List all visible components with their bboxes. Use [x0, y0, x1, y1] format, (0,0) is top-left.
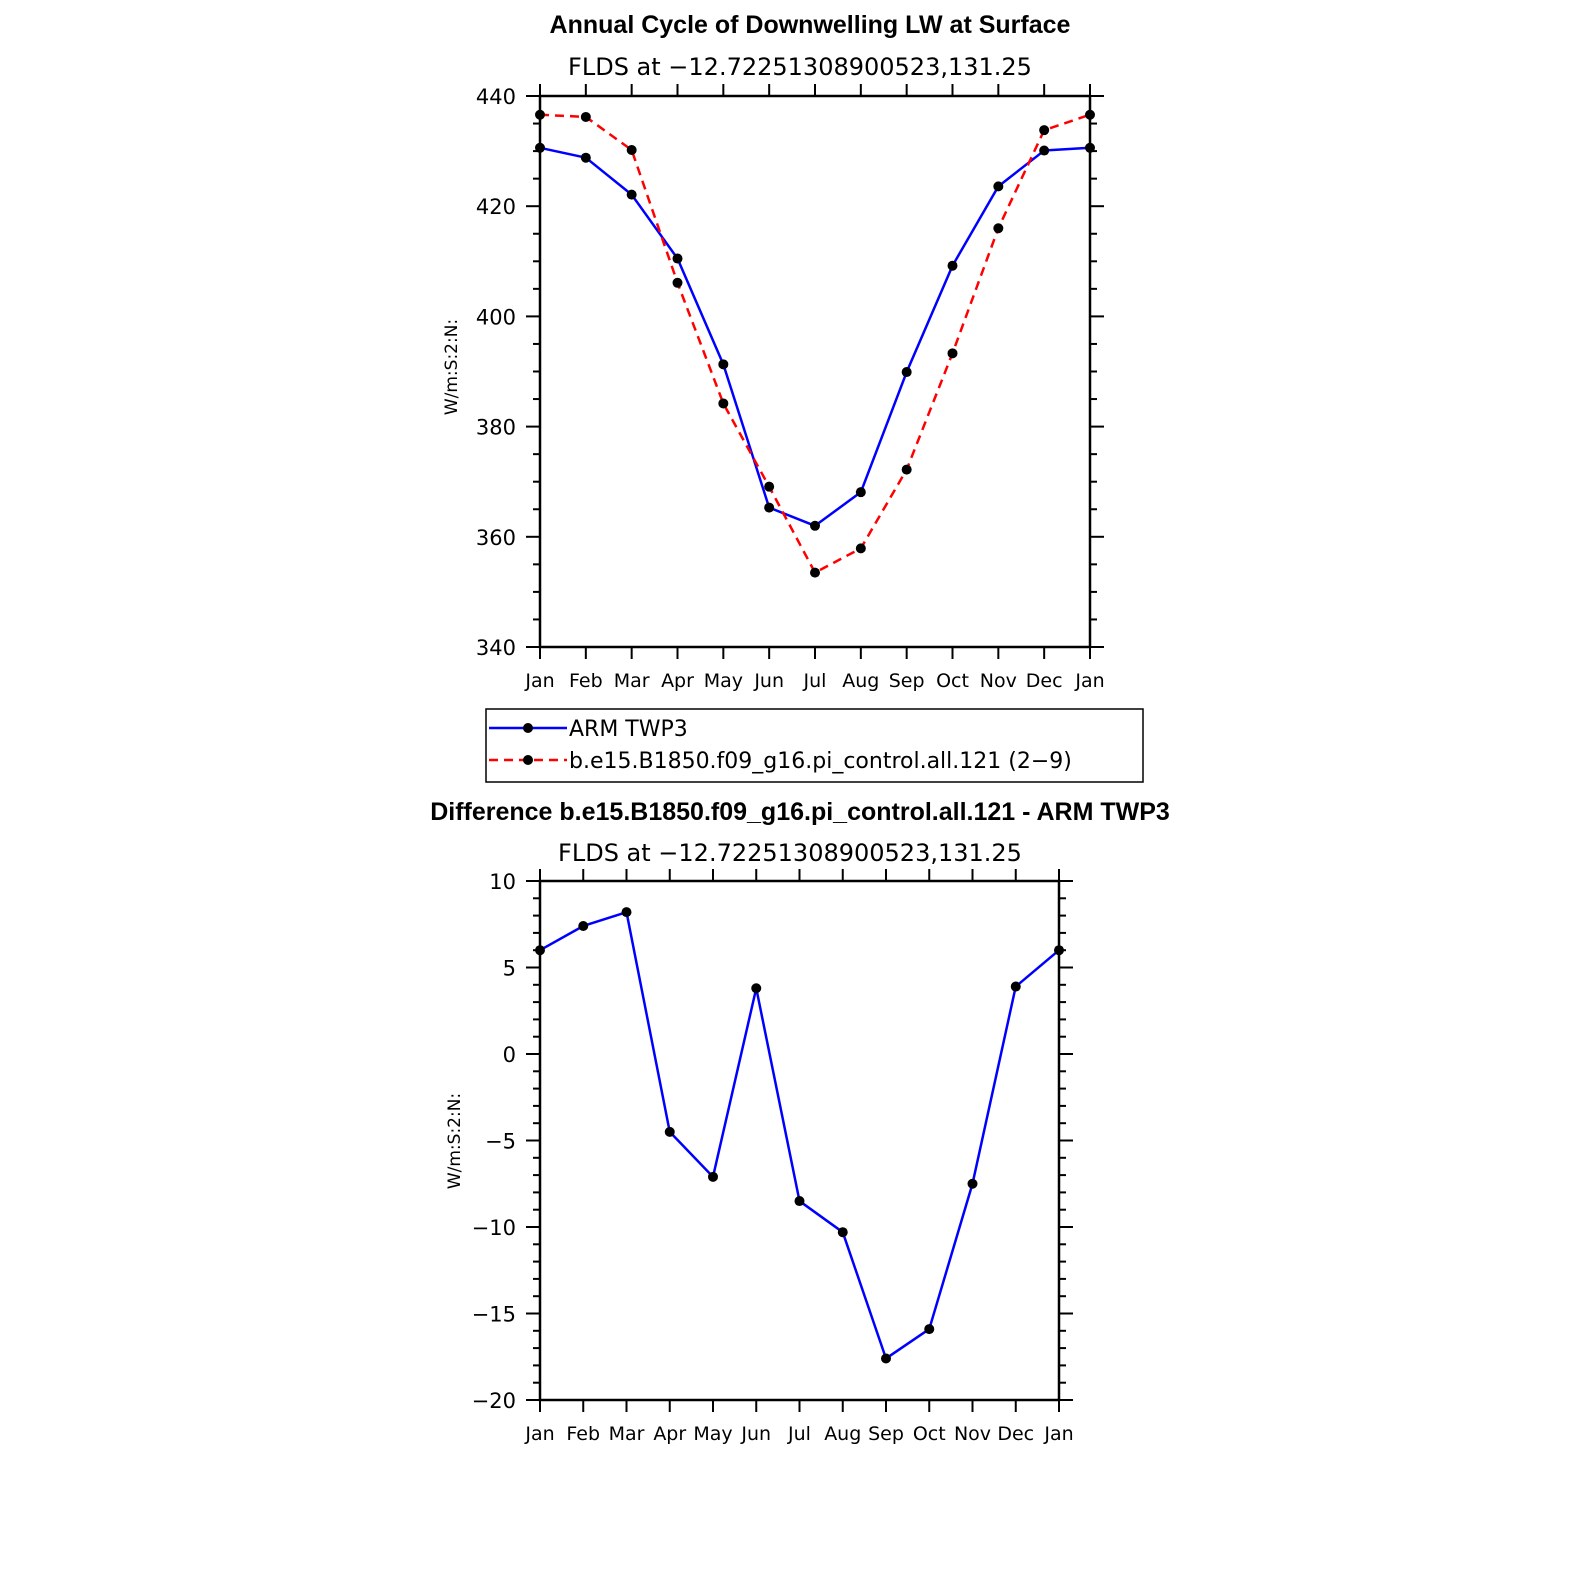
- y-tick-label: −15: [472, 1303, 516, 1327]
- top-chart: Annual Cycle of Downwelling LW at Surfac…: [442, 11, 1144, 783]
- y-tick-label: 340: [476, 636, 516, 660]
- x-tick-label: Aug: [824, 1423, 861, 1445]
- y-tick-label: 10: [489, 870, 516, 894]
- series-0-point: [708, 1171, 718, 1182]
- x-tick-label: May: [693, 1423, 732, 1445]
- x-tick-label: Jul: [803, 670, 827, 692]
- x-tick-label: Jan: [1074, 670, 1104, 692]
- x-tick-label: Oct: [913, 1423, 946, 1445]
- x-tick-label: Jan: [524, 670, 554, 692]
- series-0-point: [1085, 142, 1095, 153]
- y-tick-label: 360: [476, 526, 516, 550]
- series-1-point: [672, 277, 683, 288]
- bottom-chart: Difference b.e15.B1850.f09_g16.pi_contro…: [430, 798, 1170, 1445]
- series-0-point: [993, 181, 1004, 192]
- series-1-point: [1085, 109, 1095, 120]
- y-tick-label: −5: [485, 1130, 516, 1154]
- series-line-0: [539, 146, 1091, 528]
- x-tick-label: Mar: [614, 670, 650, 692]
- x-tick-label: Nov: [980, 670, 1017, 692]
- x-tick-label: Feb: [566, 1423, 600, 1445]
- top-chart-title: Annual Cycle of Downwelling LW at Surfac…: [550, 11, 1071, 39]
- series-0-point: [535, 945, 545, 956]
- bottom-chart-ylabel: W/m:S:2:N:: [445, 1093, 465, 1189]
- series-0-point: [578, 920, 589, 931]
- legend-box: [485, 708, 1144, 783]
- series-0-point: [947, 260, 958, 271]
- series-0-point: [855, 487, 866, 498]
- series-line-1: [539, 113, 1091, 574]
- series-1-point: [947, 348, 958, 359]
- series-0-point: [810, 520, 820, 531]
- series-1-point: [810, 567, 820, 578]
- series-0-point: [664, 1126, 675, 1137]
- series-0-point: [621, 907, 632, 918]
- series-1-point: [535, 109, 545, 120]
- x-tick-label: Jun: [740, 1423, 771, 1445]
- x-tick-label: Mar: [609, 1423, 645, 1445]
- x-tick-label: May: [704, 670, 743, 692]
- y-tick-label: −10: [472, 1216, 516, 1240]
- top-chart-ylabel: W/m:S:2:N:: [442, 319, 462, 415]
- y-tick-label: 5: [503, 957, 516, 981]
- top-chart-subtitle: FLDS at −12.72251308900523,131.25: [568, 53, 1032, 81]
- x-tick-label: Jan: [524, 1423, 554, 1445]
- series-0-point: [901, 367, 912, 378]
- series-0-point: [794, 1196, 805, 1207]
- series-0-point: [626, 189, 637, 200]
- x-tick-label: Apr: [653, 1423, 686, 1445]
- series-1-point: [626, 144, 637, 155]
- x-tick-label: Jun: [753, 670, 784, 692]
- x-tick-label: Jul: [787, 1423, 811, 1445]
- x-tick-label: Sep: [889, 670, 925, 692]
- series-0-point: [718, 359, 729, 370]
- legend-label-model: b.e15.B1850.f09_g16.pi_control.all.121 (…: [569, 749, 1072, 774]
- legend-marker-arm: [523, 723, 533, 733]
- y-tick-label: 0: [503, 1043, 516, 1067]
- series-0-point: [967, 1178, 978, 1189]
- bottom-chart-subtitle: FLDS at −12.72251308900523,131.25: [558, 839, 1022, 867]
- series-0-point: [751, 983, 762, 994]
- y-tick-label: −20: [472, 1389, 516, 1413]
- x-tick-label: Dec: [997, 1423, 1034, 1445]
- y-tick-label: 420: [476, 195, 516, 219]
- x-tick-label: Nov: [954, 1423, 991, 1445]
- series-0-point: [837, 1227, 848, 1238]
- bottom-chart-title: Difference b.e15.B1850.f09_g16.pi_contro…: [430, 798, 1170, 826]
- legend-marker-model: [523, 755, 533, 765]
- series-1-point: [718, 398, 729, 409]
- series-1-point: [901, 464, 912, 475]
- top-chart-legend: ARM TWP3 b.e15.B1850.f09_g16.pi_control.…: [485, 708, 1144, 783]
- x-tick-label: Dec: [1026, 670, 1063, 692]
- series-0-point: [1054, 945, 1064, 956]
- series-1-point: [580, 111, 591, 122]
- series-0-point: [1010, 981, 1021, 992]
- x-tick-label: Jan: [1043, 1423, 1073, 1445]
- x-tick-label: Aug: [842, 670, 879, 692]
- series-0-point: [580, 152, 591, 163]
- series-0-point: [924, 1324, 935, 1335]
- series-1-point: [1039, 125, 1050, 136]
- x-tick-label: Feb: [569, 670, 603, 692]
- legend-label-arm: ARM TWP3: [569, 717, 688, 742]
- series-line-0: [539, 910, 1060, 1360]
- y-tick-label: 400: [476, 305, 516, 329]
- x-tick-label: Apr: [661, 670, 694, 692]
- bottom-plot-area: Jan Feb Mar Apr May Jun Jul Aug Sep Oct Nov Dec Jan−…: [472, 869, 1074, 1445]
- series-0-point: [881, 1353, 891, 1364]
- series-0-point: [672, 253, 683, 264]
- y-tick-label: 380: [476, 416, 516, 440]
- top-plot-area: Jan Feb Mar Apr May Jun Jul Aug Sep Oct Nov Dec Jan 3…: [476, 84, 1105, 692]
- series-0-point: [1039, 145, 1050, 156]
- series-1-point: [855, 543, 866, 554]
- series-0-point: [535, 142, 545, 153]
- y-tick-label: 440: [476, 85, 516, 109]
- x-tick-label: Oct: [936, 670, 969, 692]
- series-1-point: [764, 481, 775, 492]
- series-1-point: [993, 223, 1004, 234]
- series-0-point: [764, 502, 775, 513]
- x-tick-label: Sep: [868, 1423, 904, 1445]
